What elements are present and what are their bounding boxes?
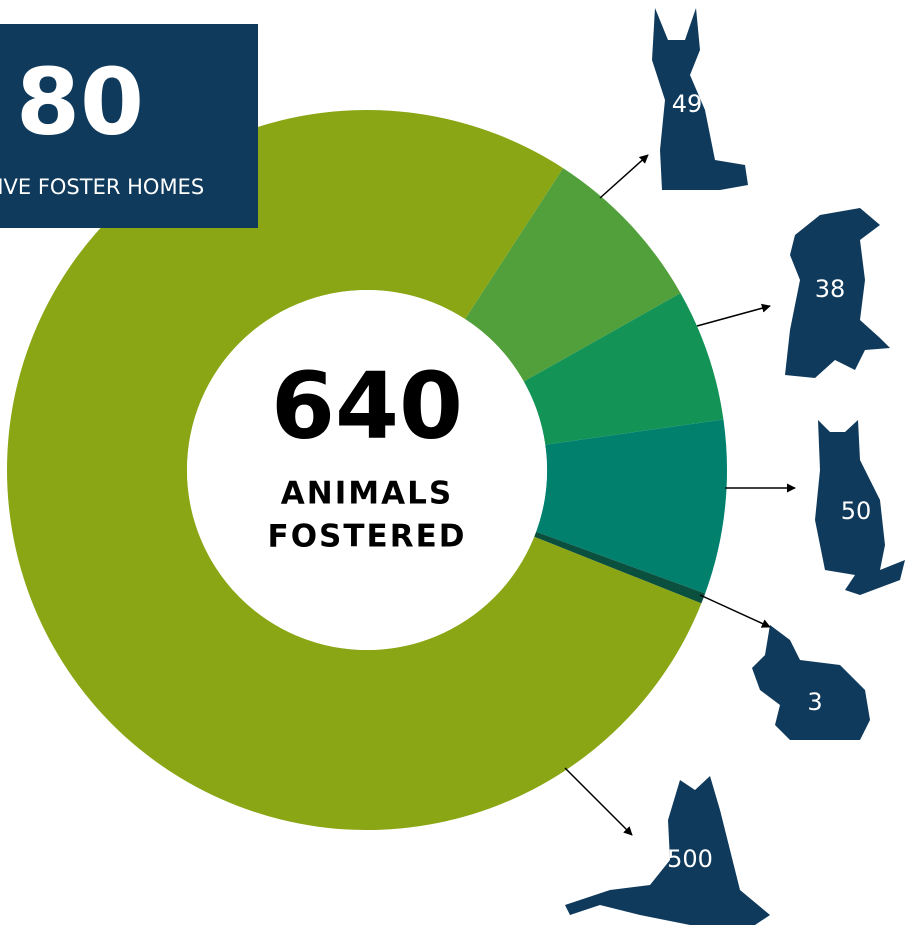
dog-icon	[652, 8, 748, 190]
value-label: 50	[841, 497, 872, 525]
cat-icon	[815, 420, 905, 595]
donut-hole	[187, 290, 547, 650]
callout-arrow	[699, 594, 771, 628]
callout-arrow	[696, 303, 771, 327]
badge-label: ACTIVE FOSTER HOMES	[0, 175, 204, 199]
donut-slice	[7, 110, 702, 831]
badge-value: 80	[16, 48, 144, 155]
value-labels: 49 38 50 3 500	[564, 90, 872, 873]
value-label: 3	[807, 688, 822, 716]
callout-arrow	[564, 767, 633, 836]
center-label: FOSTERED	[268, 519, 467, 555]
value-label: 500	[667, 845, 713, 873]
donut-slice	[523, 293, 724, 445]
callout-arrow	[599, 154, 649, 199]
value-label: 49	[672, 90, 703, 118]
center-label: ANIMALS	[281, 476, 453, 512]
center-value: 640	[271, 352, 463, 459]
icons	[565, 8, 905, 925]
puppy-icon	[785, 208, 890, 378]
value-label: 38	[815, 275, 846, 303]
kitten-icon	[565, 776, 770, 925]
donut-slice	[534, 531, 706, 604]
donut-slice	[465, 168, 681, 382]
badge	[0, 24, 258, 228]
rabbit-icon	[752, 625, 870, 740]
donut	[7, 110, 728, 831]
donut-slice	[536, 419, 728, 594]
